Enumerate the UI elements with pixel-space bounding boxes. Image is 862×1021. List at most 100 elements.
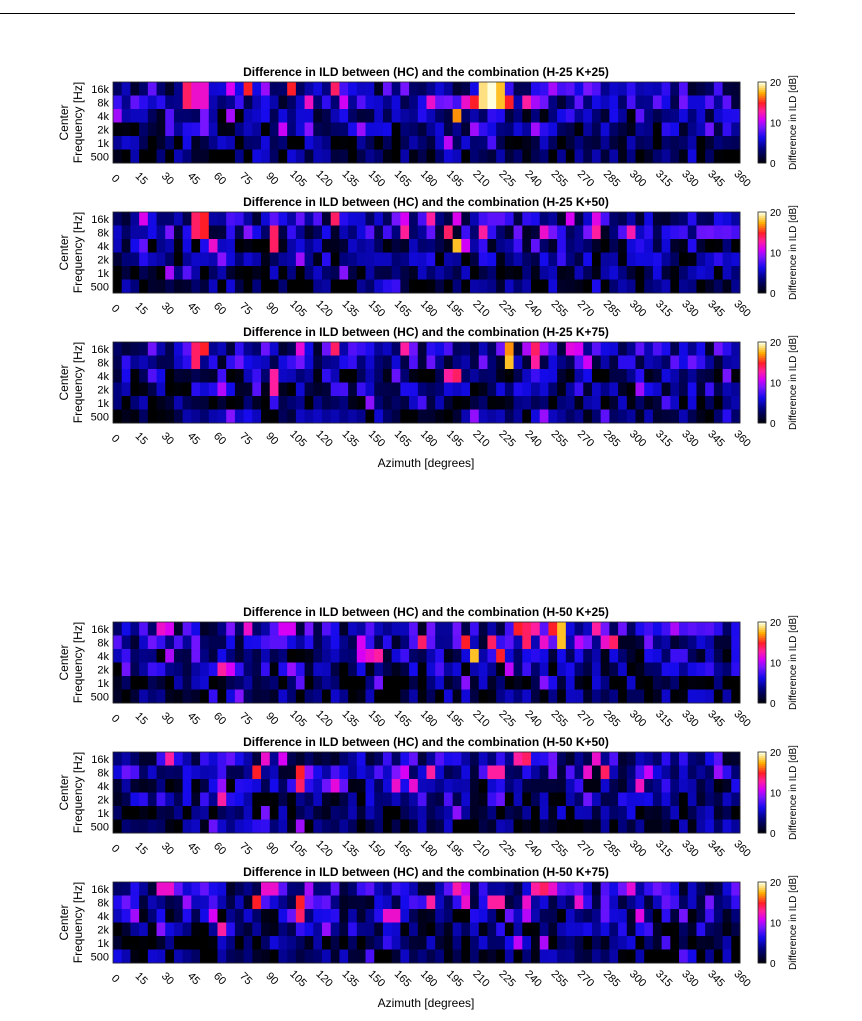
heatmap-cell	[365, 382, 375, 397]
heatmap-cell	[591, 225, 602, 240]
heatmap-cell	[234, 136, 245, 150]
heatmap-cell	[278, 819, 288, 834]
colorbar-segment	[758, 652, 766, 655]
heatmap-cell	[191, 212, 201, 226]
heatmap-cell	[121, 82, 131, 96]
heatmap-cell	[644, 109, 654, 123]
heatmap-cell	[600, 895, 610, 910]
heatmap-cell	[147, 689, 157, 704]
heatmap-cell	[513, 396, 523, 410]
y-tick-label: 500	[91, 691, 109, 703]
heatmap-cell	[217, 779, 227, 793]
heatmap-cell	[243, 689, 253, 704]
heatmap-cell	[156, 409, 166, 424]
x-tick-label: 360	[731, 168, 752, 189]
x-tick-label: 120	[313, 428, 334, 449]
heatmap-cell	[173, 895, 184, 910]
heatmap-cell	[191, 936, 201, 950]
heatmap-cell	[426, 355, 436, 370]
x-tick-label: 45	[185, 300, 202, 317]
heatmap-cell	[652, 689, 663, 704]
heatmap-cell	[435, 396, 445, 410]
heatmap-cell	[226, 676, 236, 690]
colorbar-segment	[758, 366, 766, 369]
colorbar-segment	[758, 932, 766, 936]
heatmap-cell	[295, 882, 305, 896]
heatmap-cell	[722, 895, 732, 910]
heatmap-cell	[583, 765, 593, 780]
heatmap-cell	[713, 895, 723, 910]
heatmap-cell	[156, 922, 166, 937]
heatmap-cell	[461, 109, 471, 123]
heatmap-cell	[600, 266, 610, 280]
heatmap-cell	[313, 266, 323, 280]
heatmap-cell	[522, 252, 532, 267]
heatmap-cell	[565, 252, 575, 267]
colorbar-segment	[758, 394, 766, 398]
heatmap-cell	[252, 396, 262, 410]
heatmap-cell	[618, 355, 628, 370]
y-tick-label: 16k	[91, 884, 109, 896]
heatmap-cell	[583, 396, 593, 410]
heatmap-cell	[191, 819, 201, 834]
x-tick-label: 135	[339, 428, 360, 449]
heatmap-cell	[583, 95, 593, 110]
heatmap-cell	[522, 752, 532, 766]
heatmap-cell	[731, 149, 741, 164]
heatmap-cell	[426, 109, 436, 123]
heatmap-cell	[173, 409, 184, 424]
heatmap-cell	[121, 909, 131, 923]
heatmap-cell	[609, 82, 619, 96]
heatmap-cell	[374, 895, 384, 910]
heatmap-cell	[565, 765, 575, 780]
heatmap-cell	[208, 212, 218, 226]
heatmap-cell	[487, 355, 497, 370]
heatmap-cell	[504, 806, 514, 820]
heatmap-cell	[574, 136, 584, 150]
heatmap-cell	[670, 819, 680, 834]
colorbar-segment	[758, 798, 766, 801]
heatmap-cell	[147, 122, 157, 137]
heatmap-cell	[243, 342, 253, 356]
heatmap-cell	[496, 122, 506, 137]
heatmap-cell	[278, 382, 288, 397]
heatmap-cell	[696, 806, 706, 820]
heatmap-cell	[522, 95, 532, 110]
heatmap-cell	[609, 936, 619, 950]
heatmap-cell	[356, 676, 366, 690]
heatmap-cell	[548, 819, 558, 834]
heatmap-cell	[461, 396, 471, 410]
heatmap-cell	[548, 82, 558, 96]
heatmap-cell	[670, 622, 680, 636]
colorbar-segment	[758, 770, 766, 773]
heatmap-cell	[348, 122, 358, 137]
heatmap-cell	[496, 239, 506, 253]
heatmap-cell	[121, 279, 131, 294]
heatmap-cell	[574, 266, 584, 280]
heatmap-cell	[713, 622, 723, 636]
colorbar-segment	[758, 690, 766, 694]
heatmap-cell	[513, 689, 523, 704]
heatmap-cell	[234, 765, 245, 780]
heatmap-cell	[635, 369, 645, 383]
heatmap-cell	[365, 806, 375, 820]
colorbar-frame	[757, 751, 767, 834]
colorbar-segment	[758, 288, 766, 292]
heatmap-cell	[557, 792, 567, 807]
heatmap-cell	[443, 882, 454, 896]
heatmap-cell	[443, 225, 454, 240]
heatmap-cell	[443, 806, 454, 820]
heatmap-cell	[313, 635, 323, 650]
heatmap-cell	[374, 212, 384, 226]
heatmap-cell	[191, 382, 201, 397]
heatmap-cell	[208, 266, 218, 280]
heatmap-cell	[191, 95, 201, 110]
x-axis-label: Azimuth [degrees]	[378, 456, 475, 470]
heatmap-cell	[600, 662, 610, 677]
heatmap-cell	[147, 806, 157, 820]
heatmap-cell	[130, 622, 140, 636]
heatmap-cell	[417, 635, 427, 650]
heatmap-cell	[426, 122, 436, 137]
heatmap-cell	[461, 225, 471, 240]
heatmap-cell	[522, 779, 532, 793]
